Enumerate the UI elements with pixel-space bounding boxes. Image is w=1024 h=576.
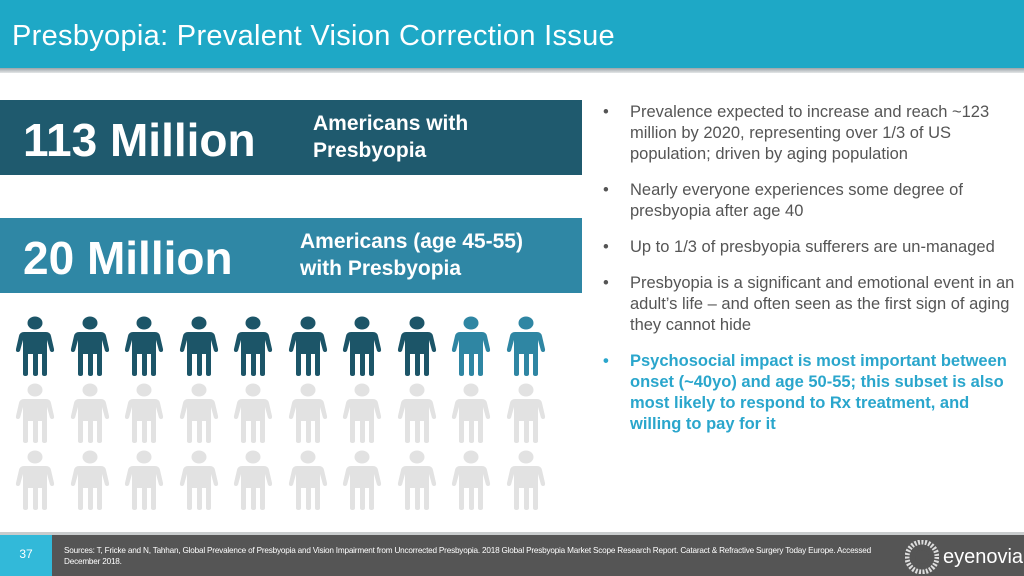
stat-label-line: Americans (age 45-55) [300,230,523,253]
person-icon [179,383,219,443]
person-icon [288,316,328,376]
person-icon [124,316,164,376]
page-number: 37 [0,535,52,576]
person-icon [179,316,219,376]
iris-logo-icon [905,540,939,574]
person-icon [342,316,382,376]
eyenovia-logo: eyenovia [905,540,1023,574]
person-icon [397,383,437,443]
bullet-icon: • [603,274,609,292]
logo-text: eyenovia [943,545,1024,568]
person-icon [451,450,491,510]
footer: 37 Sources: T, Fricke and N, Tahhan, Glo… [0,532,1024,576]
stat-value: 113 Million [23,114,256,166]
bullet-item: • Presbyopia is a significant and emotion… [603,273,1018,336]
person-icon [506,383,546,443]
person-icon [15,383,55,443]
stat-label-line: Presbyopia [313,139,427,162]
stat-label: Americans with Presbyopia [313,110,468,164]
title-bar: Presbyopia: Prevalent Vision Correction … [0,0,1024,68]
person-icon [179,450,219,510]
stat-label: Americans (age 45-55) with Presbyopia [300,228,523,282]
bullet-item: • Prevalence expected to increase and rea… [603,102,1018,165]
person-icon [233,316,273,376]
slide-title: Presbyopia: Prevalent Vision Correction … [12,20,615,52]
person-icon [70,450,110,510]
person-icon [15,450,55,510]
stat-label-line: Americans with [313,112,469,135]
person-icon [15,316,55,376]
person-icon [451,383,491,443]
person-icon [451,316,491,376]
person-icon [506,450,546,510]
sources-text: Sources: T, Fricke and N, Tahhan, Global… [64,546,871,566]
bullet-icon: • [603,181,609,199]
bullet-text: Up to 1/3 of presbyopia sufferers are un… [630,238,995,256]
stat-value: 20 Million [23,232,233,284]
person-icon [397,450,437,510]
person-icon [233,383,273,443]
person-icon [506,316,546,376]
person-icon [233,450,273,510]
bullet-text: Prevalence expected to increase and reac… [630,103,990,163]
person-icon [342,383,382,443]
bullet-icon: • [603,238,609,256]
bullet-list: • Prevalence expected to increase and rea… [603,102,1018,450]
bullet-text: Nearly everyone experiences some degree … [630,181,963,220]
person-icon [397,316,437,376]
person-icon [124,383,164,443]
bullet-item: • Psychosocial impact is most important b… [603,351,1018,435]
bullet-icon: • [603,103,609,121]
person-icon [124,450,164,510]
divider [0,68,1024,73]
bullet-text: Psychosocial impact is most important be… [630,352,1007,433]
stat-banner-age: 20 Million Americans (age 45-55) with Pre… [0,218,582,293]
bullet-icon: • [603,352,609,370]
bullet-item: • Up to 1/3 of presbyopia sufferers are u… [603,237,1018,258]
person-icon [70,316,110,376]
bullet-item: • Nearly everyone experiences some degree… [603,180,1018,222]
person-icon [70,383,110,443]
stat-banner-total: 113 Million Americans with Presbyopia [0,100,582,175]
person-icon [288,450,328,510]
bullet-text: Presbyopia is a significant and emotiona… [630,274,1015,334]
person-icon [342,450,382,510]
person-icon [288,383,328,443]
stat-label-line: with Presbyopia [300,257,462,280]
